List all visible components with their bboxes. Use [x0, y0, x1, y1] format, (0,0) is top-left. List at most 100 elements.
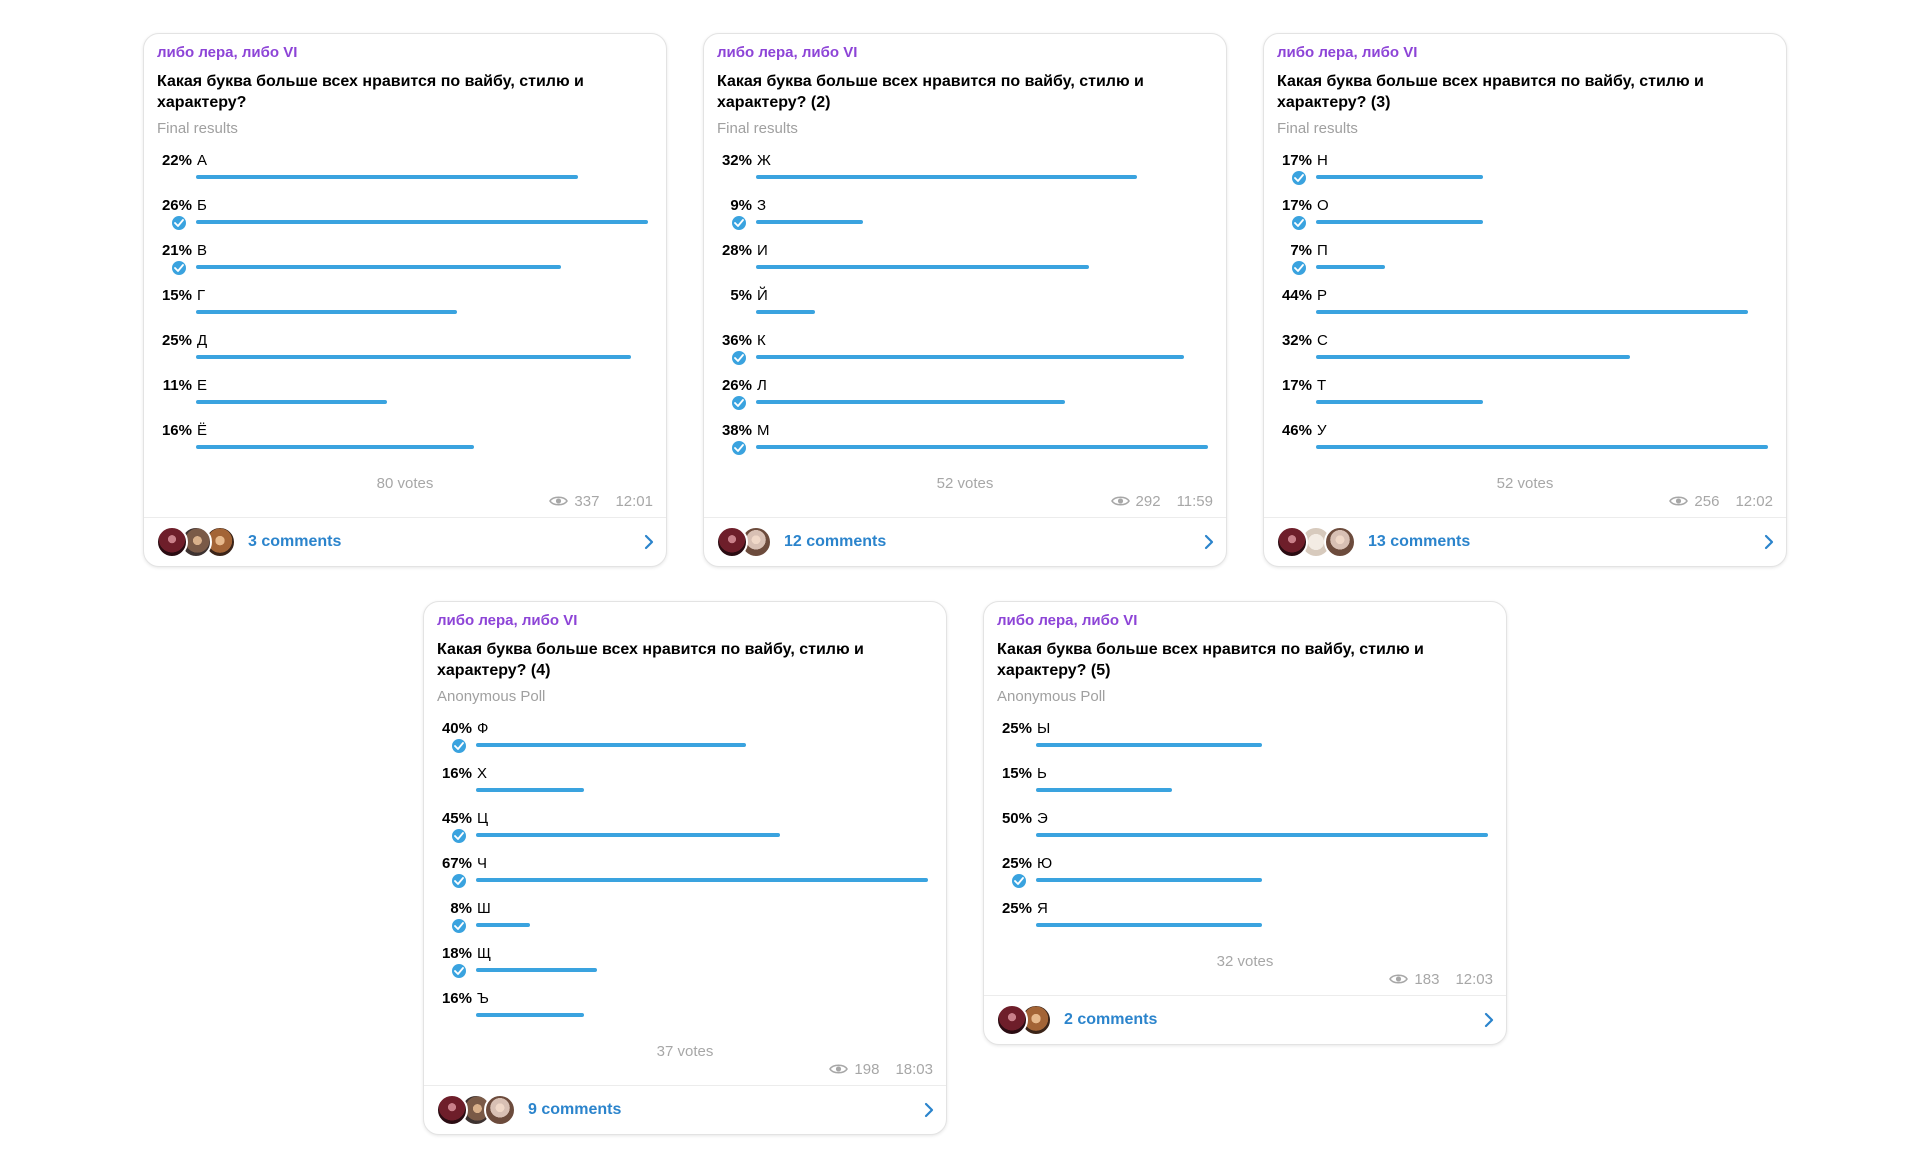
vote-count: 52 votes	[1496, 475, 1554, 492]
option-label: Т	[1317, 377, 1327, 394]
message-time: 11:59	[1176, 492, 1213, 510]
comments-footer[interactable]: 13 comments	[1264, 517, 1786, 566]
option-bar	[1316, 175, 1483, 179]
comments-link[interactable]: 2 comments	[1064, 1011, 1158, 1028]
poll-option: 16% Ъ	[437, 989, 933, 1034]
option-percent: 25%	[1001, 900, 1032, 917]
poll-option: 15% Г	[157, 286, 653, 331]
option-percent: 17%	[1281, 377, 1312, 394]
poll-option: 22% А	[157, 151, 653, 196]
checkmark-icon	[451, 963, 467, 979]
channel-name[interactable]: либо лера, либо VI	[997, 612, 1138, 629]
option-bar	[196, 265, 561, 269]
chevron-right-icon[interactable]	[924, 1102, 934, 1118]
checkmark-icon	[451, 873, 467, 889]
checkmark-icon	[171, 260, 187, 276]
option-percent: 16%	[441, 990, 472, 1007]
option-label: У	[1317, 422, 1327, 439]
option-bar	[196, 175, 578, 179]
poll-options: 40% Ф 16% Х 45% Ц 67% Ч 8% Ш 18% Щ 16% Ъ	[437, 719, 933, 1034]
option-label: А	[197, 152, 208, 169]
option-bar	[196, 400, 387, 404]
poll-option: 45% Ц	[437, 809, 933, 854]
option-bar	[476, 878, 928, 882]
view-count: 292	[1135, 492, 1161, 510]
message-meta: 183 12:03	[997, 968, 1493, 990]
poll-card-body: либо лера, либо VI Какая буква больше все…	[704, 34, 1226, 512]
poll-options: 25% Ы 15% Ь 50% Э 25% Ю 25% Я	[997, 719, 1493, 944]
option-percent: 26%	[721, 377, 752, 394]
comments-link[interactable]: 12 comments	[784, 533, 887, 550]
chevron-right-icon[interactable]	[1484, 1012, 1494, 1028]
message-time: 12:01	[615, 492, 653, 510]
poll-type: Anonymous Poll	[437, 688, 546, 705]
poll-card-body: либо лера, либо VI Какая буква больше все…	[1264, 34, 1786, 512]
poll-option: 18% Щ	[437, 944, 933, 989]
option-label: Х	[477, 765, 488, 782]
option-bar	[1036, 788, 1172, 792]
poll-question: Какая буква больше всех нравится по вайб…	[157, 73, 584, 111]
option-label: Л	[757, 377, 767, 394]
option-label: Е	[197, 377, 208, 394]
option-bar	[756, 265, 1089, 269]
option-label: В	[197, 242, 208, 259]
poll-option: 5% Й	[717, 286, 1213, 331]
commenter-avatars	[996, 1004, 1052, 1036]
chevron-right-icon[interactable]	[644, 534, 654, 550]
option-percent: 16%	[161, 422, 192, 439]
option-percent: 44%	[1281, 287, 1312, 304]
poll-option: 16% Ё	[157, 421, 653, 466]
comments-footer[interactable]: 2 comments	[984, 995, 1506, 1044]
eye-icon	[1110, 495, 1130, 507]
option-label: Ё	[197, 422, 208, 439]
option-percent: 8%	[450, 900, 472, 917]
chevron-right-icon[interactable]	[1764, 534, 1774, 550]
vote-count: 32 votes	[1216, 953, 1274, 970]
comments-footer[interactable]: 9 comments	[424, 1085, 946, 1134]
checkmark-icon	[171, 215, 187, 231]
option-bar	[756, 220, 863, 224]
poll-question: Какая буква больше всех нравится по вайб…	[997, 641, 1424, 679]
poll-option: 25% Я	[997, 899, 1493, 944]
comments-footer[interactable]: 12 comments	[704, 517, 1226, 566]
poll-option: 32% Ж	[717, 151, 1213, 196]
message-time: 18:03	[895, 1060, 933, 1078]
checkmark-icon	[1011, 873, 1027, 889]
chevron-right-icon[interactable]	[1204, 534, 1214, 550]
poll-option: 7% П	[1277, 241, 1773, 286]
channel-name[interactable]: либо лера, либо VI	[1277, 44, 1418, 61]
message-meta: 256 12:02	[1277, 490, 1773, 512]
channel-name[interactable]: либо лера, либо VI	[157, 44, 298, 61]
comments-footer[interactable]: 3 comments	[144, 517, 666, 566]
checkmark-icon	[1291, 215, 1307, 231]
poll-option: 50% Э	[997, 809, 1493, 854]
option-percent: 5%	[730, 287, 752, 304]
channel-name[interactable]: либо лера, либо VI	[437, 612, 578, 629]
poll-option: 17% Н	[1277, 151, 1773, 196]
comments-link[interactable]: 13 comments	[1368, 533, 1471, 550]
eye-icon	[549, 495, 569, 507]
option-label: О	[1317, 197, 1329, 214]
view-count: 256	[1694, 492, 1720, 510]
poll-options: 32% Ж 9% З 28% И 5% Й 36% К 26% Л 38% М	[717, 151, 1213, 466]
view-count: 337	[574, 492, 600, 510]
option-label: Д	[197, 332, 208, 349]
option-label: И	[757, 242, 768, 259]
comments-link[interactable]: 3 comments	[248, 533, 342, 550]
poll-option: 26% Б	[157, 196, 653, 241]
checkmark-icon	[1291, 260, 1307, 276]
poll-card-body: либо лера, либо VI Какая буква больше все…	[144, 34, 666, 512]
option-percent: 36%	[721, 332, 752, 349]
vote-count: 52 votes	[936, 475, 994, 492]
avatar	[996, 1004, 1028, 1036]
comments-link[interactable]: 9 comments	[528, 1101, 622, 1118]
option-percent: 22%	[161, 152, 192, 169]
checkmark-icon	[1291, 170, 1307, 186]
channel-name[interactable]: либо лера, либо VI	[717, 44, 858, 61]
message-time: 12:02	[1735, 492, 1773, 510]
option-label: Р	[1317, 287, 1328, 304]
poll-card: либо лера, либо VI Какая буква больше все…	[703, 33, 1227, 567]
poll-options: 22% А 26% Б 21% В 15% Г 25% Д 11% Е 16% Ё	[157, 151, 653, 466]
option-label: Ч	[477, 855, 487, 872]
option-percent: 67%	[441, 855, 472, 872]
